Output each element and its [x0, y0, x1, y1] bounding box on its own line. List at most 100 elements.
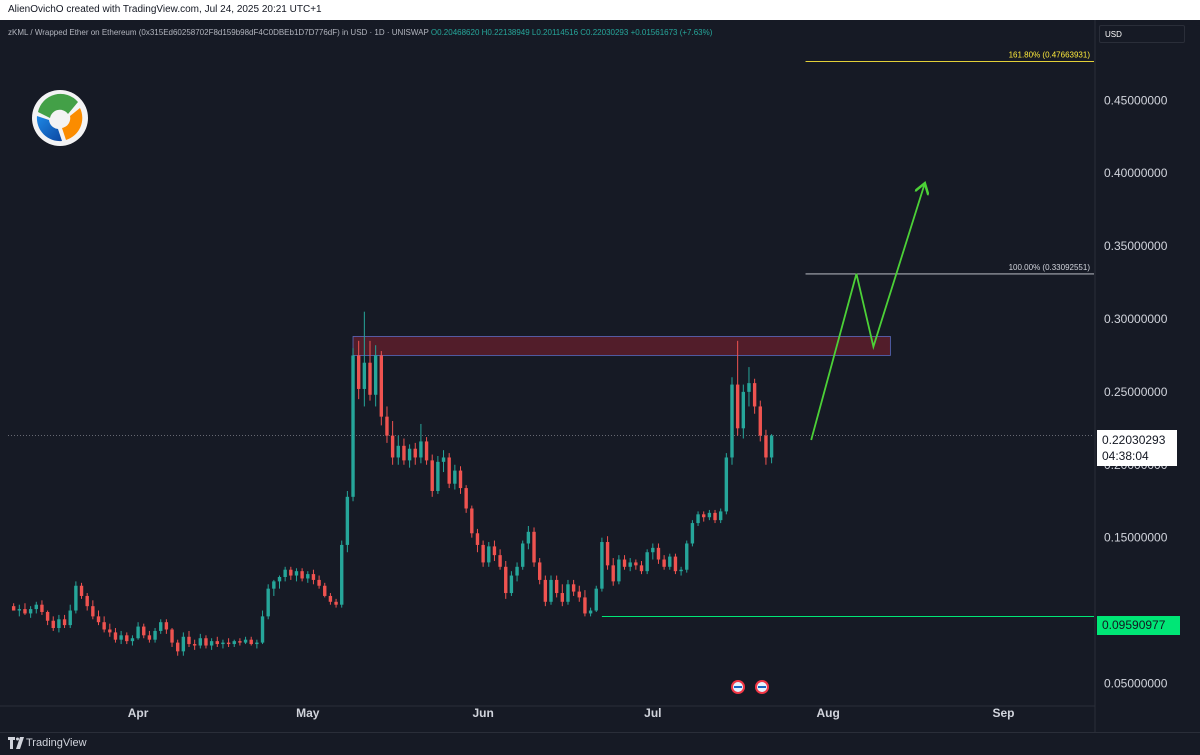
candle-body	[453, 470, 457, 484]
candle-body	[521, 543, 525, 567]
x-tick-label: Aug	[816, 706, 839, 720]
candle-body	[549, 579, 553, 602]
candle-body	[656, 547, 661, 560]
candle-body	[526, 531, 531, 544]
candle-body	[277, 577, 282, 582]
y-tick-label: 0.15000000	[1104, 531, 1168, 545]
candle-body	[198, 638, 203, 646]
candle-body	[639, 565, 644, 572]
candle-body	[130, 638, 135, 642]
candle-body	[164, 622, 169, 630]
candle-body	[187, 636, 191, 645]
support-price-label: 0.09590977	[1097, 616, 1180, 635]
candle-body	[294, 571, 299, 576]
candle-body	[628, 562, 632, 567]
candle-body	[430, 460, 434, 491]
candle-body	[634, 562, 638, 566]
footer-brand: TradingView	[26, 737, 87, 749]
candle-body	[340, 544, 344, 605]
x-tick-label: Sep	[992, 706, 1014, 720]
y-tick-label: 0.45000000	[1104, 93, 1168, 107]
candle-body	[311, 574, 316, 580]
candle-body	[328, 595, 333, 602]
candle-body	[68, 610, 72, 626]
candle-body	[566, 584, 570, 602]
current-price-label: 0.22030293 04:38:04	[1097, 430, 1177, 466]
chart-frame[interactable]: 161.80% (0.47663931) 100.00% (0.33092551)…	[0, 20, 1200, 732]
candle-body	[272, 581, 276, 589]
candle-body	[470, 508, 474, 534]
axis-layer: 0.050000000.150000000.200000000.25000000…	[0, 20, 1168, 732]
currency-selector[interactable]: USD	[1099, 25, 1185, 43]
candle-body	[181, 636, 186, 652]
candle-body	[571, 584, 576, 592]
annotation-layer: 161.80% (0.47663931) 100.00% (0.33092551)	[601, 50, 1094, 617]
candle-body	[458, 470, 463, 489]
candle-body	[532, 531, 536, 563]
candle-body	[34, 604, 38, 610]
resistance-zone	[352, 336, 891, 356]
candle-body	[735, 384, 740, 429]
y-tick-label: 0.25000000	[1104, 385, 1168, 399]
candle-body	[447, 457, 451, 484]
candle-body	[690, 523, 695, 544]
fib-level-label: 161.80% (0.47663931)	[1009, 50, 1091, 59]
candle-body	[373, 355, 378, 395]
candle-body	[51, 620, 55, 629]
x-tick-label: Apr	[128, 706, 149, 720]
candle-body	[11, 606, 16, 611]
candle-body	[600, 542, 604, 589]
candle-body	[17, 609, 22, 611]
candle-body	[306, 574, 310, 579]
candlestick-chart[interactable]: 161.80% (0.47663931) 100.00% (0.33092551)…	[0, 20, 1200, 732]
chart-credit-text: AlienOvichO created with TradingView.com…	[8, 4, 322, 15]
candle-body	[707, 512, 712, 518]
candle-body	[385, 416, 389, 436]
event-flag-icon[interactable]	[755, 680, 769, 694]
candle-body	[23, 609, 27, 614]
candle-body	[351, 355, 355, 497]
candle-body	[113, 632, 118, 640]
x-tick-label: Jul	[644, 706, 661, 720]
candle-body	[266, 588, 270, 617]
currency-label: USD	[1105, 30, 1122, 39]
candle-body	[487, 546, 491, 563]
y-tick-label: 0.05000000	[1104, 676, 1168, 690]
candle-body	[594, 588, 598, 611]
candle-body	[209, 641, 214, 646]
candle-body	[62, 619, 67, 626]
candle-body	[45, 611, 50, 621]
candle-body	[713, 512, 717, 521]
candle-body	[238, 641, 242, 643]
y-tick-label: 0.40000000	[1104, 166, 1168, 180]
overlay-layer	[8, 336, 1094, 436]
candle-body	[390, 435, 395, 458]
candle-body	[498, 555, 502, 567]
candle-body	[617, 559, 621, 582]
candle-body	[583, 597, 587, 614]
footer-bar: TradingView	[0, 732, 1200, 755]
candle-body	[730, 384, 734, 458]
candle-body	[260, 616, 265, 643]
candle-countdown: 04:38:04	[1102, 449, 1149, 463]
candle-body	[317, 579, 321, 586]
candle-body	[747, 383, 751, 392]
candle-body	[668, 556, 672, 567]
candle-body	[125, 635, 129, 642]
event-flag-icon[interactable]	[731, 680, 745, 694]
candle-body	[362, 362, 367, 389]
candle-body	[611, 565, 615, 582]
candle-body	[718, 511, 723, 521]
tradingview-logo-icon	[8, 737, 24, 749]
candle-body	[57, 619, 61, 629]
candle-body	[28, 609, 33, 614]
candle-body	[345, 496, 350, 545]
candle-body	[543, 579, 548, 602]
candle-body	[108, 629, 112, 633]
brand-logo	[32, 90, 88, 146]
candle-body	[159, 622, 163, 631]
candle-body	[481, 544, 485, 563]
projection-arrow	[810, 185, 924, 441]
candle-body	[419, 441, 423, 458]
candle-body	[588, 610, 593, 614]
